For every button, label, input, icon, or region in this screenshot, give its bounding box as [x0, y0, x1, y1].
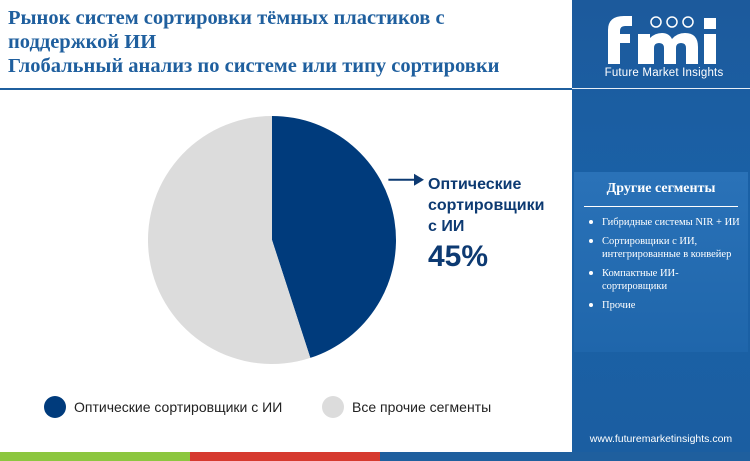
other-segments-list: Гибридные системы NIR + ИИ Сортировщики … [586, 216, 742, 318]
list-item: Гибридные системы NIR + ИИ [586, 216, 742, 229]
brand-tagline: Future Market Insights [604, 67, 724, 79]
callout-line-3: с ИИ [428, 218, 465, 235]
bottom-bar-green [0, 452, 190, 461]
callout-percentage: 45% [428, 240, 489, 273]
title-line-1: Рынок систем сортировки тёмных пластиков… [8, 7, 445, 29]
segment-label: Сортировщики с ИИ, интегрированные в кон… [602, 236, 732, 260]
website-link[interactable]: www.futuremarketinsights.com [589, 433, 733, 445]
pie-slice-others [147, 116, 311, 364]
list-item: Прочие [586, 299, 742, 312]
legend-label: Оптические сортировщики с ИИ [74, 399, 283, 415]
title-divider [0, 88, 572, 90]
fmi-logo-mark [608, 16, 716, 64]
sidebar: Future Market Insights Другие сегменты Г… [572, 0, 750, 452]
callout-label: Оптические сортировщики с ИИ [428, 174, 568, 237]
bullet-icon [589, 303, 593, 307]
title-line-3: Глобальный анализ по системе или типу со… [8, 55, 500, 77]
callout-line-1: Оптические [428, 176, 522, 193]
other-segments-title: Другие сегменты [606, 181, 716, 196]
callout-line-2: сортировщики [428, 197, 545, 214]
other-segments-panel: Другие сегменты Гибридные системы NIR + … [574, 172, 748, 352]
legend-label: Все прочие сегменты [352, 399, 492, 415]
bullet-icon [589, 271, 593, 275]
sidebar-divider [572, 88, 750, 89]
title-line-2: поддержкой ИИ [8, 31, 157, 53]
list-item: Сортировщики с ИИ, интегрированные в кон… [586, 235, 742, 261]
pie-slice-ai-optical [272, 116, 396, 358]
segment-label: Компактные ИИ-сортировщики [602, 268, 679, 292]
list-item: Компактные ИИ-сортировщики [586, 267, 742, 293]
bottom-bar-blue [380, 452, 750, 461]
bullet-icon [589, 220, 593, 224]
fmi-logo: Future Market Insights [594, 10, 734, 82]
chart-title: Рынок систем сортировки тёмных пластиков… [8, 6, 568, 78]
pie-chart-area [0, 95, 572, 385]
legend-swatch [44, 396, 66, 418]
callout-arrow-head-icon [414, 173, 424, 186]
pie-chart [147, 116, 424, 364]
legend-swatch [322, 396, 344, 418]
bullet-icon [589, 239, 593, 243]
other-segments-divider [584, 206, 738, 207]
bottom-bar-red [190, 452, 380, 461]
segment-label: Прочие [602, 300, 636, 311]
segment-label: Гибридные системы NIR + ИИ [602, 217, 740, 228]
